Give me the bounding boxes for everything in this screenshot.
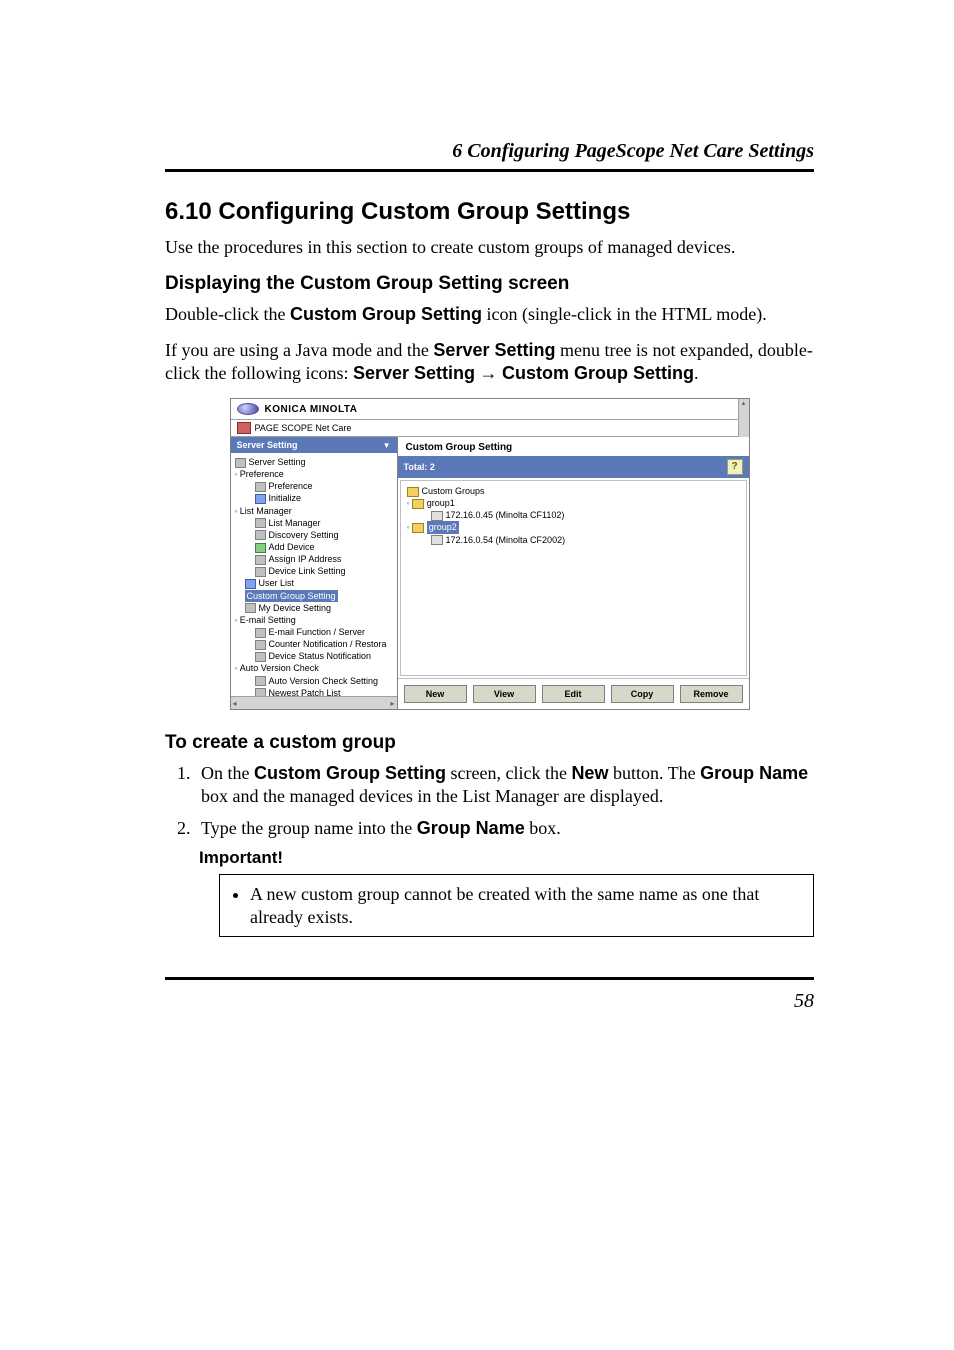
page-number: 58 [165,990,814,1013]
remove-button[interactable]: Remove [680,685,743,703]
tree-item[interactable]: ◦List Manager [235,505,395,517]
tree-item[interactable]: 172.16.0.45 (Minolta CF1102) [407,509,740,521]
section-heading: 6.10 Configuring Custom Group Settings [165,198,814,226]
tree-item[interactable]: Counter Notification / Restora [235,638,395,650]
right-panel-total: Total: 2 ? [398,456,749,478]
tree-item[interactable]: Auto Version Check Setting [235,675,395,687]
tree-item[interactable]: My Device Setting [235,602,395,614]
tree-item[interactable]: Initialize [235,492,395,504]
right-tree[interactable]: Custom Groups◦group1172.16.0.45 (Minolta… [400,480,747,676]
brand-text: KONICA MINOLTA [265,404,358,415]
right-panel-title: Custom Group Setting [398,437,749,456]
step-1: On the Custom Group Setting screen, clic… [195,762,814,809]
important-text: A new custom group cannot be created wit… [250,883,801,928]
right-panel: Custom Group Setting Total: 2 ? Custom G… [398,437,749,709]
left-panel: Server Setting ▼ Server Setting◦Preferen… [231,437,398,709]
tree-item[interactable]: User List [235,577,395,589]
paragraph-2: If you are using a Java mode and the Ser… [165,339,814,384]
tree-item[interactable]: Assign IP Address [235,553,395,565]
tree-item[interactable]: Device Link Setting [235,565,395,577]
tree-item[interactable]: ◦group1 [407,497,740,509]
tree-item[interactable]: ◦group2 [407,521,740,533]
product-text: PAGE SCOPE Net Care [255,423,352,433]
tree-item[interactable]: Custom Groups [407,485,740,497]
new-button[interactable]: New [404,685,467,703]
tree-item[interactable]: Custom Group Setting [235,590,395,602]
product-icon [237,422,251,434]
tree-item[interactable]: Device Status Notification [235,650,395,662]
tree-item[interactable]: ◦Preference [235,468,395,480]
tree-item[interactable]: 172.16.0.54 (Minolta CF2002) [407,534,740,546]
intro-paragraph: Use the procedures in this section to cr… [165,236,814,259]
dropdown-icon: ▼ [383,441,391,450]
button-row: New View Edit Copy Remove [398,678,749,709]
tree-item[interactable]: ◦E-mail Setting [235,614,395,626]
important-box: A new custom group cannot be created wit… [219,874,814,937]
paragraph-1: Double-click the Custom Group Setting ic… [165,303,814,326]
tree-item[interactable]: List Manager [235,517,395,529]
important-label: Important! [199,848,814,868]
help-icon[interactable]: ? [727,459,743,475]
tree-item[interactable]: Newest Patch List [235,687,395,696]
left-panel-header[interactable]: Server Setting ▼ [231,437,397,453]
tree-item[interactable]: E-mail Function / Server [235,626,395,638]
tree-item[interactable]: Preference [235,480,395,492]
screenshot: ▴▾ KONICA MINOLTA PAGE SCOPE Net Care Se… [230,398,750,710]
edit-button[interactable]: Edit [542,685,605,703]
copy-button[interactable]: Copy [611,685,674,703]
running-head: 6 Configuring PageScope Net Care Setting… [165,140,814,163]
tree-item[interactable]: Add Device [235,541,395,553]
header-rule [165,169,814,172]
screenshot-brand-bar: KONICA MINOLTA [231,399,749,420]
step-2: Type the group name into the Group Name … [195,817,814,840]
brand-logo-icon [237,403,259,415]
view-button[interactable]: View [473,685,536,703]
tree-item[interactable]: Server Setting [235,456,395,468]
left-tree[interactable]: Server Setting◦PreferencePreferenceIniti… [231,453,397,696]
subheading-display: Displaying the Custom Group Setting scre… [165,273,814,295]
tree-item[interactable]: ◦Auto Version Check [235,662,395,674]
tree-item[interactable]: Discovery Setting [235,529,395,541]
subheading-create: To create a custom group [165,732,814,754]
footer-rule [165,977,814,980]
left-hscroll[interactable]: ◂▸ [231,696,397,709]
steps-list: On the Custom Group Setting screen, clic… [165,762,814,840]
screenshot-product-bar: PAGE SCOPE Net Care [231,420,749,437]
